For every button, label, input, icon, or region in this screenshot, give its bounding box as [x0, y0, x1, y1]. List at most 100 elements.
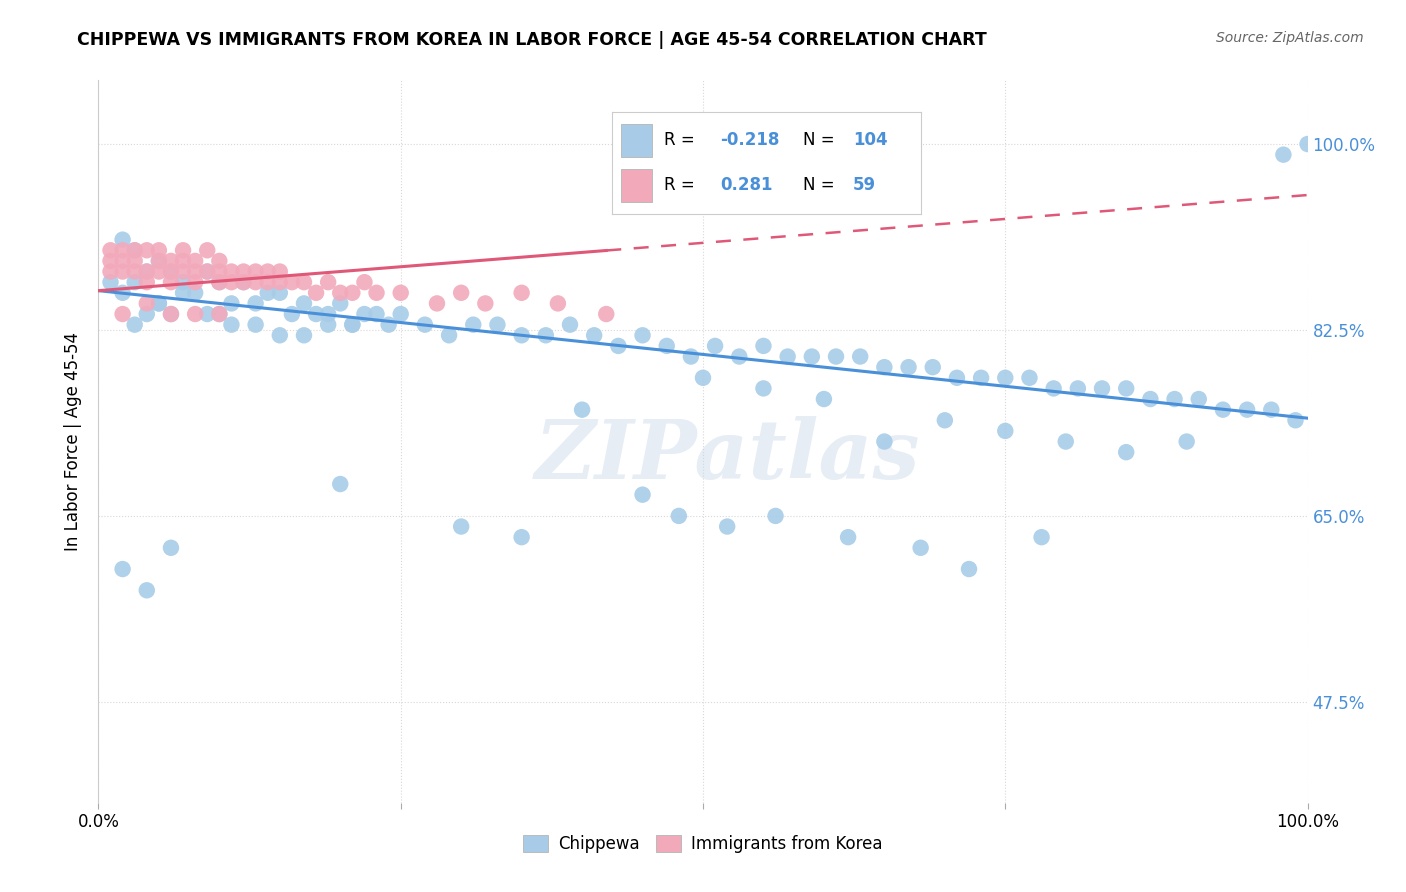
Y-axis label: In Labor Force | Age 45-54: In Labor Force | Age 45-54 [65, 332, 83, 551]
Text: ZIPatlas: ZIPatlas [534, 416, 920, 496]
Point [800, 350, 823, 364]
Point [716, 519, 738, 533]
Point [232, 275, 254, 289]
Point [752, 339, 775, 353]
Point [1163, 392, 1185, 406]
Point [111, 254, 134, 268]
Point [1054, 434, 1077, 449]
Point [389, 307, 412, 321]
Point [655, 339, 678, 353]
Text: Source: ZipAtlas.com: Source: ZipAtlas.com [1216, 31, 1364, 45]
Point [1067, 381, 1090, 395]
Point [111, 244, 134, 258]
Point [897, 360, 920, 375]
Point [100, 275, 122, 289]
Point [765, 508, 787, 523]
Point [342, 318, 364, 332]
Text: -0.218: -0.218 [720, 131, 779, 149]
Legend: Chippewa, Immigrants from Korea: Chippewa, Immigrants from Korea [516, 828, 890, 860]
Point [111, 307, 134, 321]
Point [463, 318, 485, 332]
Point [305, 285, 328, 300]
Point [100, 264, 122, 278]
Point [316, 275, 339, 289]
Point [547, 296, 569, 310]
Point [292, 275, 315, 289]
Point [160, 541, 183, 555]
Point [704, 339, 727, 353]
Point [342, 285, 364, 300]
Point [305, 307, 328, 321]
Point [1284, 413, 1306, 427]
Point [124, 275, 146, 289]
Point [1236, 402, 1258, 417]
Point [970, 371, 993, 385]
Point [221, 275, 243, 289]
Point [353, 307, 375, 321]
Point [160, 254, 183, 268]
Point [1188, 392, 1211, 406]
Point [1212, 402, 1234, 417]
Point [558, 318, 581, 332]
Point [837, 530, 859, 544]
Text: 104: 104 [853, 131, 887, 149]
Point [1175, 434, 1198, 449]
Point [426, 296, 449, 310]
Point [221, 318, 243, 332]
Point [752, 381, 775, 395]
Point [135, 583, 157, 598]
Point [221, 264, 243, 278]
Point [208, 307, 231, 321]
Text: 59: 59 [853, 177, 876, 194]
Point [1115, 381, 1137, 395]
Point [160, 264, 183, 278]
Point [825, 350, 848, 364]
Point [1296, 136, 1319, 151]
Point [111, 562, 134, 576]
Point [160, 275, 183, 289]
Point [1260, 402, 1282, 417]
Point [474, 296, 496, 310]
Point [413, 318, 436, 332]
Point [111, 233, 134, 247]
Point [100, 244, 122, 258]
Point [728, 350, 751, 364]
Point [776, 350, 799, 364]
Text: 0.281: 0.281 [720, 177, 772, 194]
Point [208, 264, 231, 278]
Point [607, 339, 630, 353]
Point [813, 392, 835, 406]
Point [232, 264, 254, 278]
Point [329, 296, 352, 310]
Point [232, 275, 254, 289]
Point [342, 318, 364, 332]
Point [160, 307, 183, 321]
Point [377, 318, 399, 332]
Point [873, 434, 896, 449]
Point [221, 296, 243, 310]
Point [692, 371, 714, 385]
FancyBboxPatch shape [621, 169, 652, 202]
Point [148, 264, 170, 278]
Point [172, 254, 194, 268]
Text: N =: N = [803, 131, 841, 149]
Point [256, 285, 278, 300]
Point [366, 307, 388, 321]
Point [208, 275, 231, 289]
Point [160, 307, 183, 321]
Point [281, 275, 304, 289]
Point [679, 350, 702, 364]
Point [269, 264, 291, 278]
Point [353, 275, 375, 289]
Point [510, 530, 533, 544]
Point [135, 264, 157, 278]
Point [245, 296, 267, 310]
Point [208, 307, 231, 321]
Text: R =: R = [664, 177, 706, 194]
Text: N =: N = [803, 177, 841, 194]
Point [1091, 381, 1114, 395]
Point [184, 264, 207, 278]
Point [957, 562, 980, 576]
Point [994, 424, 1017, 438]
Point [124, 254, 146, 268]
